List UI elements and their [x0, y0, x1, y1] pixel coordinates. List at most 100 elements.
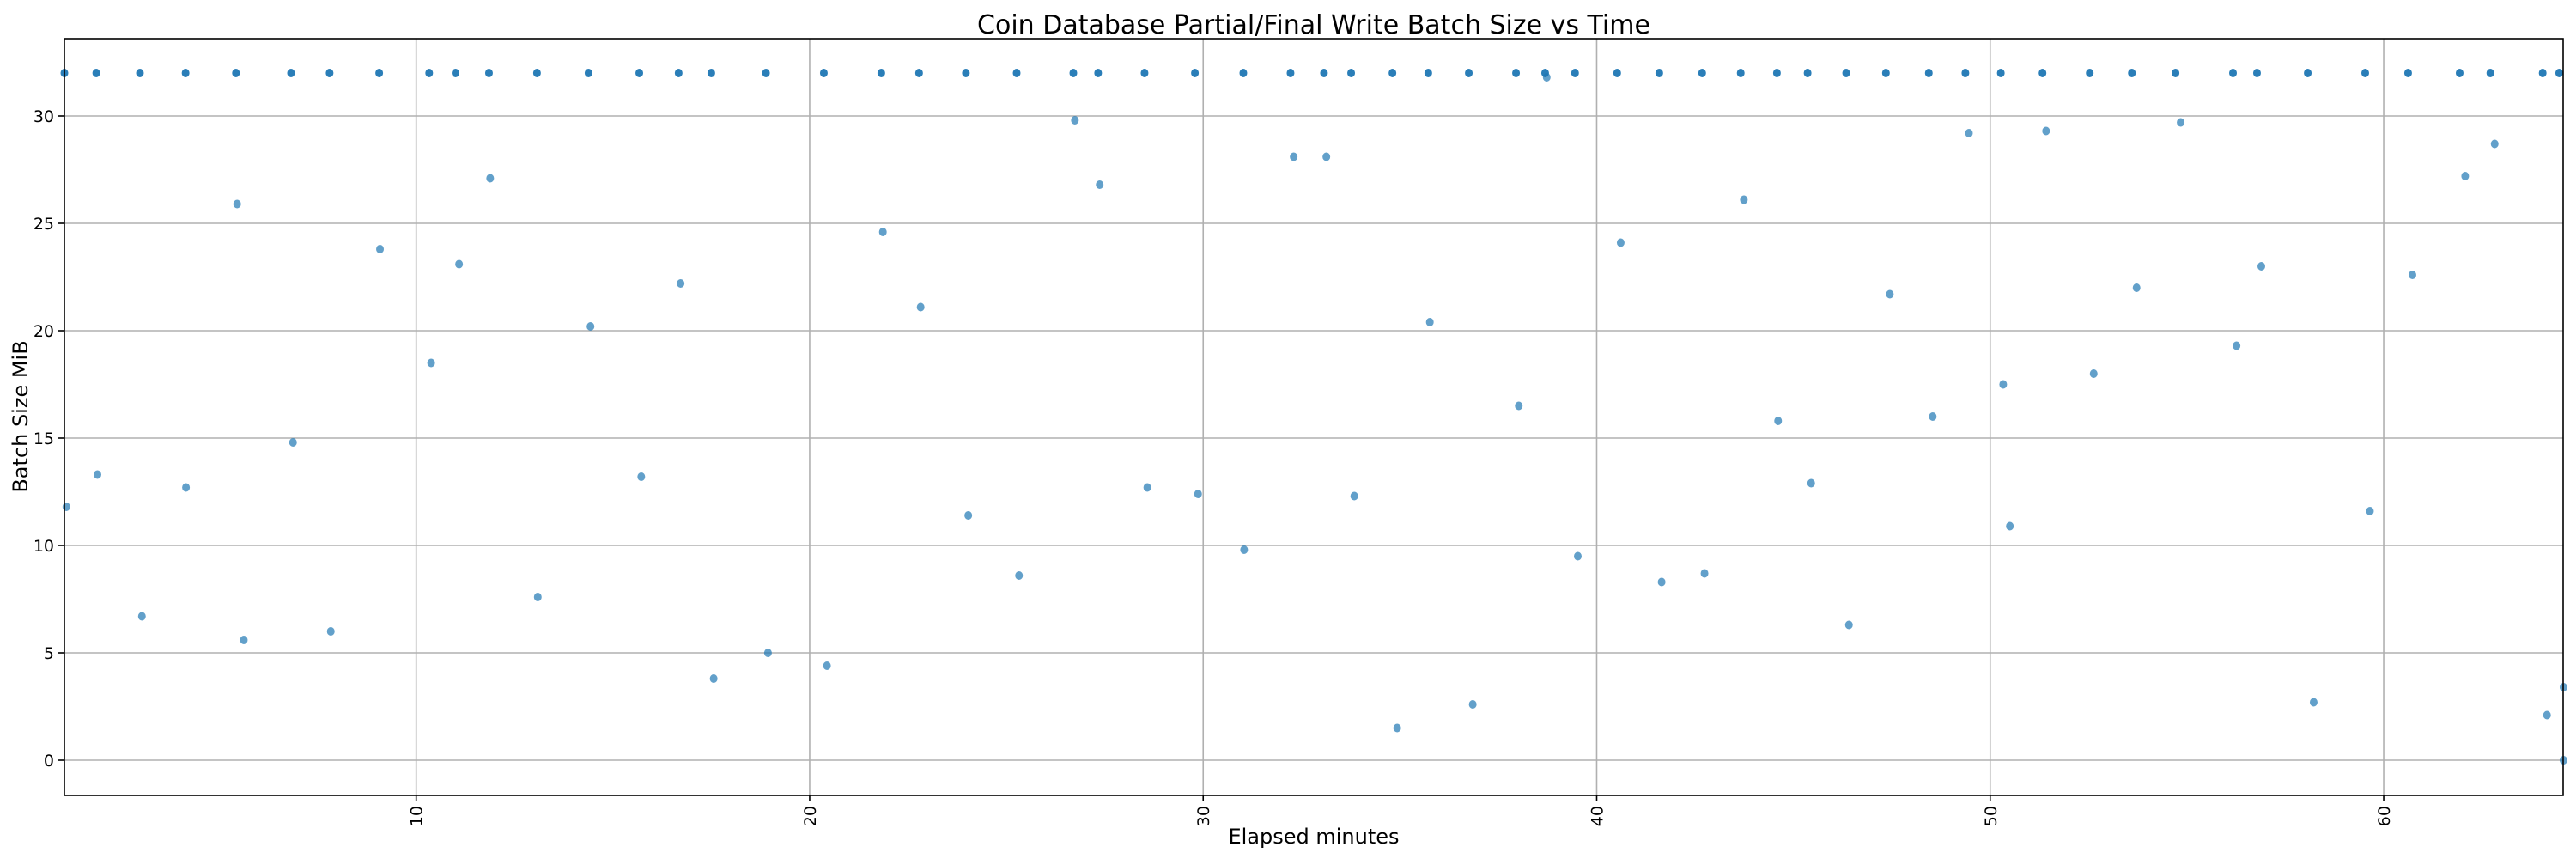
x-tick-label: 30 [1194, 806, 1213, 826]
data-point [1512, 69, 1521, 77]
x-tick-label: 50 [1982, 806, 2001, 826]
data-point [1239, 69, 1248, 77]
data-point [2229, 69, 2238, 77]
data-point [914, 69, 923, 77]
x-tick-label: 10 [408, 806, 427, 826]
data-point [635, 69, 644, 77]
data-point [1143, 483, 1151, 492]
data-point [2089, 369, 2098, 378]
data-point [427, 358, 435, 368]
data-point [1573, 551, 1582, 561]
data-point [137, 612, 146, 621]
data-point [2403, 69, 2412, 77]
data-point [709, 674, 718, 683]
data-point [1700, 569, 1709, 578]
data-point [1094, 69, 1103, 77]
data-point [877, 69, 885, 77]
data-point [1657, 577, 1666, 587]
data-point [2366, 507, 2374, 515]
data-point [878, 228, 887, 236]
data-point [962, 69, 970, 77]
data-point [1740, 195, 1748, 204]
data-point [2172, 69, 2180, 77]
data-point [1393, 723, 1401, 733]
data-point [233, 199, 241, 209]
data-point [1015, 571, 1024, 580]
x-tick-label: 20 [801, 806, 820, 826]
data-point [452, 69, 460, 77]
y-tick-label: 30 [33, 107, 54, 126]
data-point [2128, 69, 2136, 77]
data-point [1096, 180, 1104, 189]
data-point [2006, 521, 2014, 531]
data-point [182, 483, 191, 492]
data-point [2490, 139, 2499, 149]
data-point [289, 438, 297, 447]
data-point [2304, 69, 2312, 77]
data-point [1286, 69, 1295, 77]
data-point [2233, 341, 2241, 350]
data-point [1240, 545, 1249, 554]
data-point [232, 69, 240, 77]
grid [64, 39, 2563, 795]
data-point [1571, 69, 1579, 77]
data-point [1350, 491, 1358, 501]
data-point [136, 69, 144, 77]
data-point [707, 69, 715, 77]
data-point [584, 69, 592, 77]
data-point [1961, 69, 1970, 77]
data-point [533, 593, 542, 601]
data-point [1803, 69, 1812, 77]
data-point [92, 69, 100, 77]
data-point [1424, 69, 1432, 77]
data-point [916, 302, 925, 312]
data-point [1388, 69, 1397, 77]
data-point [1736, 69, 1745, 77]
data-point [2543, 710, 2551, 720]
data-point [674, 69, 683, 77]
axes-frame [64, 38, 2564, 796]
data-point [2038, 69, 2047, 77]
data-point [1886, 289, 1894, 299]
data-point [1322, 152, 1331, 161]
data-point [2177, 118, 2185, 127]
data-point [1807, 478, 1815, 488]
data-points [60, 69, 2567, 765]
data-point [823, 661, 831, 670]
data-point [1468, 700, 1477, 709]
data-point [240, 636, 248, 644]
data-point [2257, 262, 2266, 271]
data-point [1774, 417, 1783, 425]
data-point [2555, 69, 2563, 77]
data-point [375, 69, 384, 77]
data-point [1320, 69, 1328, 77]
data-point [425, 69, 434, 77]
data-point [287, 69, 295, 77]
data-point [1772, 69, 1781, 77]
data-point [1929, 412, 1937, 421]
data-point [1515, 401, 1523, 411]
data-point [1290, 152, 1298, 161]
data-point [1844, 620, 1853, 630]
data-point [1655, 69, 1663, 77]
data-point [1194, 490, 1202, 498]
data-point [1999, 380, 2008, 389]
data-point [637, 472, 646, 481]
data-point [677, 279, 685, 288]
data-point [1613, 69, 1621, 77]
data-point [1698, 69, 1706, 77]
data-point [2132, 283, 2141, 292]
data-point [2461, 172, 2470, 180]
data-point [484, 69, 493, 77]
data-point [1924, 69, 1933, 77]
data-point [2309, 698, 2318, 707]
data-point [93, 470, 101, 479]
data-point [1191, 69, 1200, 77]
data-point [586, 322, 595, 331]
data-point [762, 69, 770, 77]
data-point [1842, 69, 1850, 77]
chart-title: Coin Database Partial/Final Write Batch … [977, 10, 1650, 40]
y-tick-label: 25 [33, 215, 54, 234]
data-point [2360, 69, 2369, 77]
